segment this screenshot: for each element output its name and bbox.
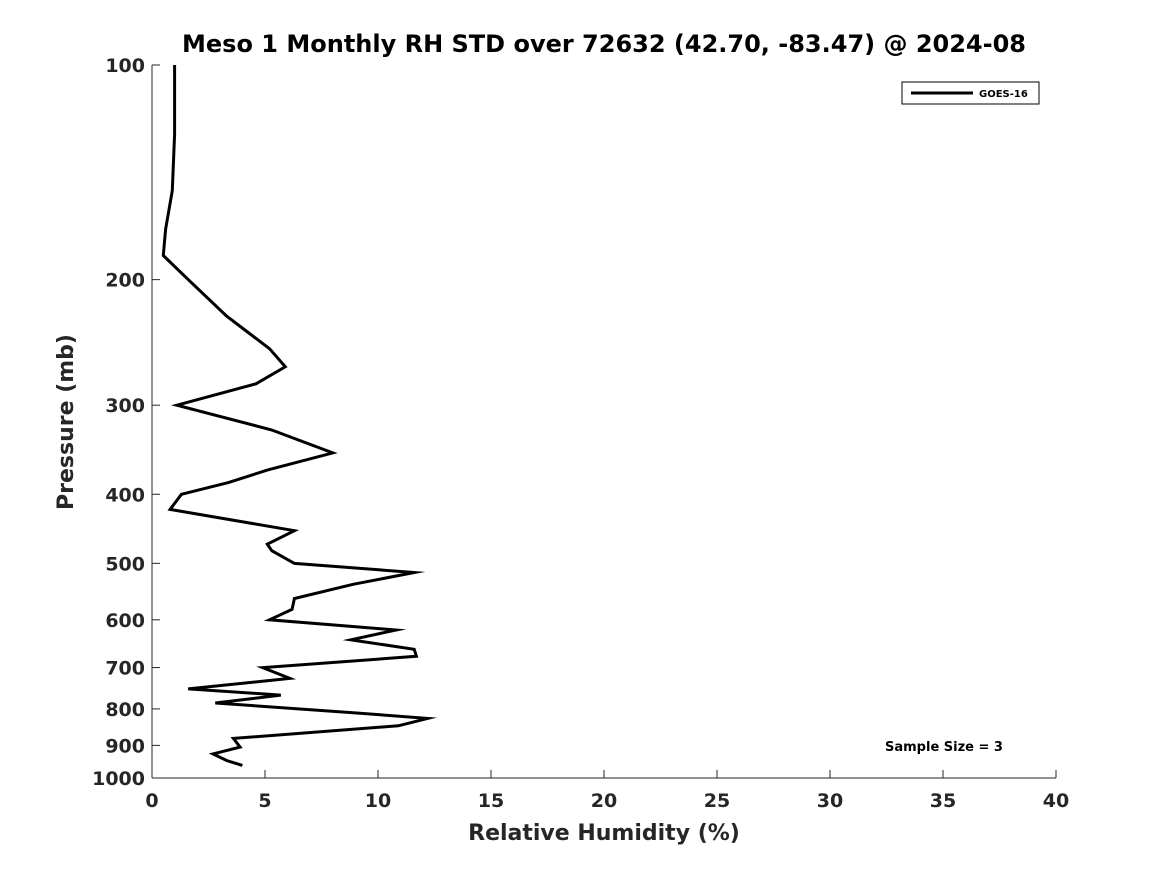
y-tick-label: 900 xyxy=(105,735,145,757)
x-tick-label: 20 xyxy=(591,790,617,812)
x-tick-label: 30 xyxy=(817,790,843,812)
y-tick-label: 500 xyxy=(105,553,145,575)
chart-title: Meso 1 Monthly RH STD over 72632 (42.70,… xyxy=(182,30,1026,58)
legend: GOES-16 xyxy=(901,81,1040,105)
y-tick-label: 300 xyxy=(105,395,145,417)
legend-label-goes-16: GOES-16 xyxy=(979,89,1028,100)
y-tick-label: 600 xyxy=(105,610,145,632)
x-ticks: 0 5 10 15 20 25 30 35 40 xyxy=(145,770,1069,812)
x-tick-label: 40 xyxy=(1043,790,1069,812)
series-layer xyxy=(161,65,437,767)
y-axis-label: Pressure (mb) xyxy=(54,334,79,510)
plot-axes xyxy=(151,65,1056,779)
x-axis-label: Relative Humidity (%) xyxy=(468,821,740,846)
x-tick-label: 10 xyxy=(365,790,391,812)
y-tick-label: 100 xyxy=(105,55,145,77)
x-tick-label: 25 xyxy=(704,790,730,812)
sample-size-annotation: Sample Size = 3 xyxy=(885,740,1003,755)
x-tick-label: 35 xyxy=(930,790,956,812)
y-ticks: 100 200 300 400 500 600 700 800 900 1000 xyxy=(92,55,160,790)
y-tick-label: 1000 xyxy=(92,768,145,790)
y-tick-label: 700 xyxy=(105,658,145,680)
y-tick-label: 200 xyxy=(105,270,145,292)
x-tick-label: 5 xyxy=(258,790,271,812)
x-tick-label: 0 xyxy=(145,790,158,812)
y-tick-label: 400 xyxy=(105,484,145,506)
x-tick-label: 15 xyxy=(478,790,504,812)
series-line-goes-16 xyxy=(161,65,437,767)
y-tick-label: 800 xyxy=(105,699,145,721)
